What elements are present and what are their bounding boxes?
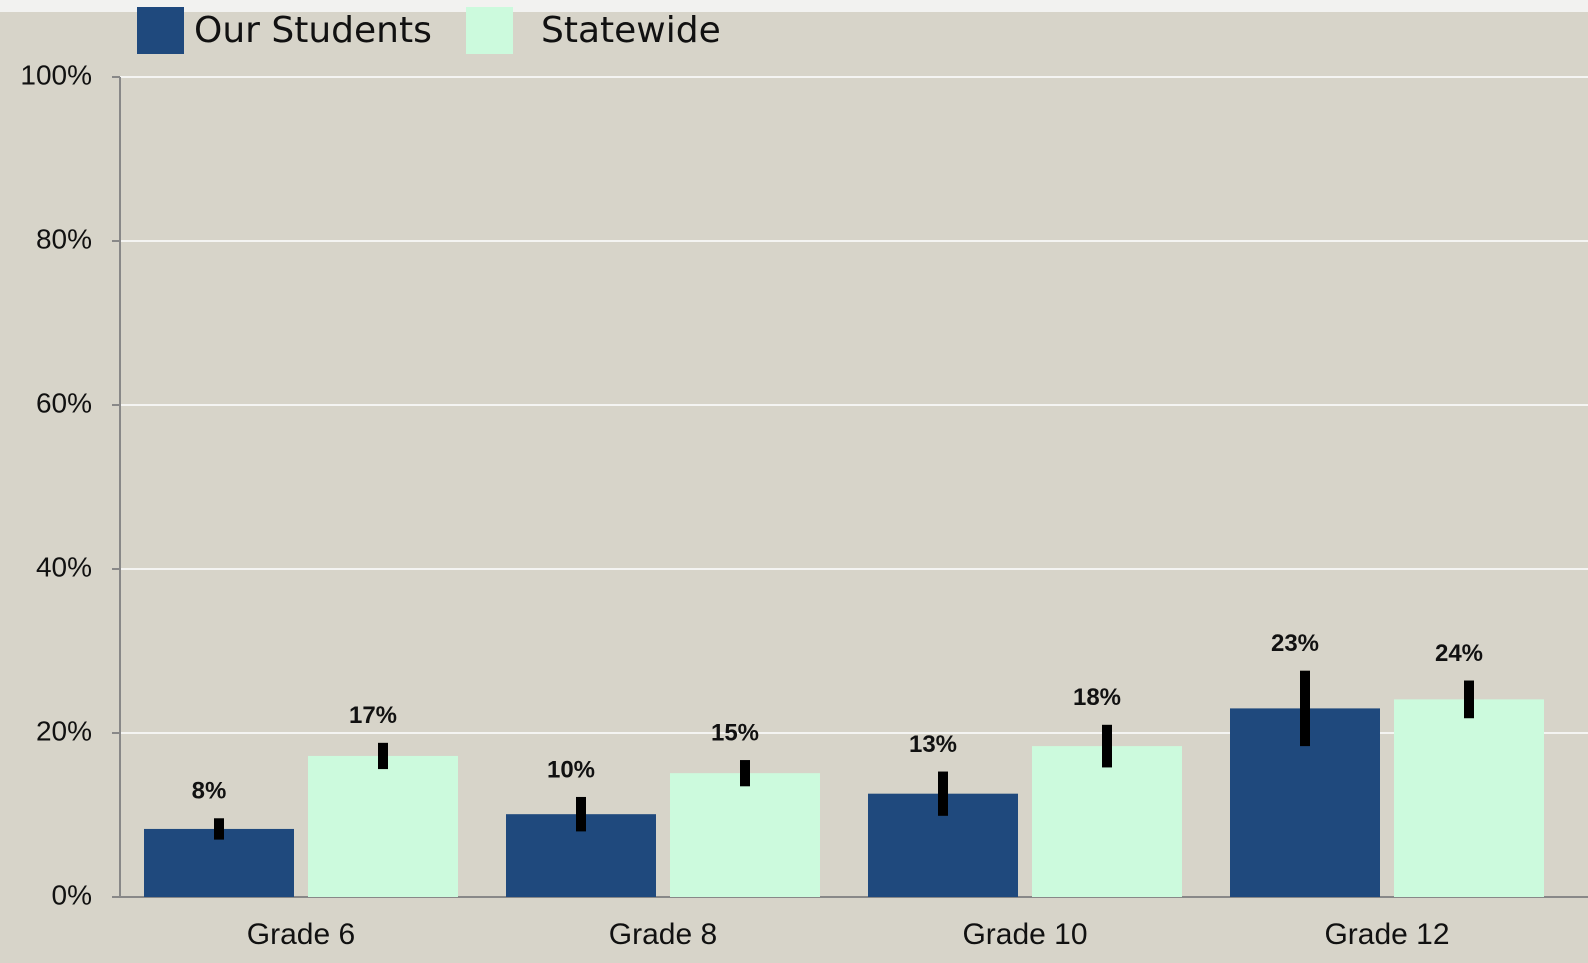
bar <box>144 828 294 897</box>
y-tick-label: 80% <box>36 223 92 254</box>
error-bar <box>740 760 750 787</box>
x-tick-label: Grade 12 <box>1324 918 1449 951</box>
data-label: 15% <box>711 719 759 746</box>
top-strip <box>0 0 1588 12</box>
y-tick-label: 40% <box>36 551 92 582</box>
error-bar <box>214 818 224 840</box>
error-bar <box>1464 680 1474 719</box>
bar <box>1394 699 1544 897</box>
legend-swatch <box>466 7 513 54</box>
legend-label: Our Students <box>194 10 432 51</box>
error-bar <box>1300 670 1310 747</box>
error-bar <box>378 742 388 770</box>
data-label: 17% <box>349 702 397 729</box>
legend-swatch <box>137 7 184 54</box>
bar <box>308 755 458 897</box>
bar <box>670 773 820 897</box>
x-tick-label: Grade 8 <box>609 918 717 951</box>
data-label: 18% <box>1073 684 1121 711</box>
x-tick-label: Grade 10 <box>962 918 1087 951</box>
y-tick-label: 0% <box>52 879 92 910</box>
bar <box>1032 746 1182 897</box>
data-label: 8% <box>192 778 227 805</box>
data-label: 13% <box>909 731 957 758</box>
error-bar <box>938 771 948 816</box>
data-label: 10% <box>547 756 595 783</box>
y-tick-label: 20% <box>36 715 92 746</box>
error-bar <box>576 796 586 832</box>
legend-label: Statewide <box>541 10 721 51</box>
error-bar <box>1102 724 1112 768</box>
y-tick-label: 60% <box>36 387 92 418</box>
data-label: 24% <box>1435 640 1483 667</box>
data-label: 23% <box>1271 630 1319 657</box>
x-tick-label: Grade 6 <box>247 918 355 951</box>
y-tick-label: 100% <box>20 59 92 90</box>
